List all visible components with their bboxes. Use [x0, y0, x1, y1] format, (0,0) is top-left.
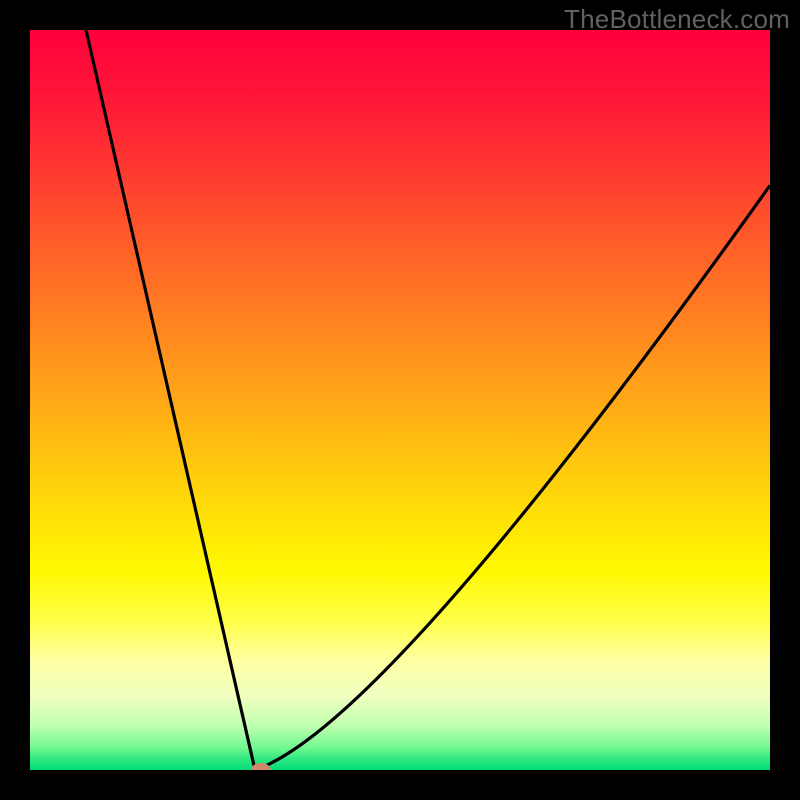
watermark-text: TheBottleneck.com: [564, 4, 790, 35]
gradient-background: [30, 30, 770, 770]
notch-marker: [251, 763, 271, 777]
chart-stage: TheBottleneck.com: [0, 0, 800, 800]
bottleneck-chart: [0, 0, 800, 800]
